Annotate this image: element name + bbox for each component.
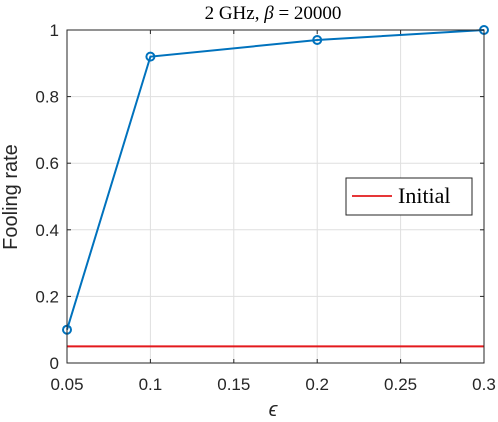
- y-tick-label: 0.6: [35, 154, 59, 173]
- y-tick-label: 0.8: [35, 88, 59, 107]
- y-axis-label: Fooling rate: [0, 144, 22, 250]
- axes: [66, 29, 485, 364]
- axes-box: [66, 29, 485, 364]
- series-0-point: [145, 51, 156, 62]
- x-tick-label: 0.2: [305, 375, 329, 394]
- grid-lines: [67, 30, 484, 363]
- y-tick-label: 1: [50, 21, 59, 40]
- x-tick-label: 0.25: [384, 375, 417, 394]
- series-0-line: [66, 29, 485, 330]
- tick-labels: 0.05 0.1 0.15 0.2 0.25 0.3 0 0.2 0.4 0.6 0.8 1: [35, 21, 495, 394]
- chart-title: 2 GHz, β = 20000: [205, 3, 342, 24]
- legend: Initial: [345, 177, 473, 216]
- series-0-point: [312, 34, 323, 45]
- legend-initial-label: Initial: [398, 183, 451, 208]
- y-tick-label: 0.4: [35, 221, 59, 240]
- x-tick-label: 0.15: [217, 375, 250, 394]
- y-tick-label: 0: [50, 354, 59, 373]
- x-tick-label: 0.1: [139, 375, 163, 394]
- x-tick-label: 0.3: [472, 375, 496, 394]
- x-tick-label: 0.05: [50, 375, 83, 394]
- y-tick-label: 0.2: [35, 287, 59, 306]
- x-axis-label: ϵ: [269, 399, 279, 421]
- plot-area: [62, 25, 489, 348]
